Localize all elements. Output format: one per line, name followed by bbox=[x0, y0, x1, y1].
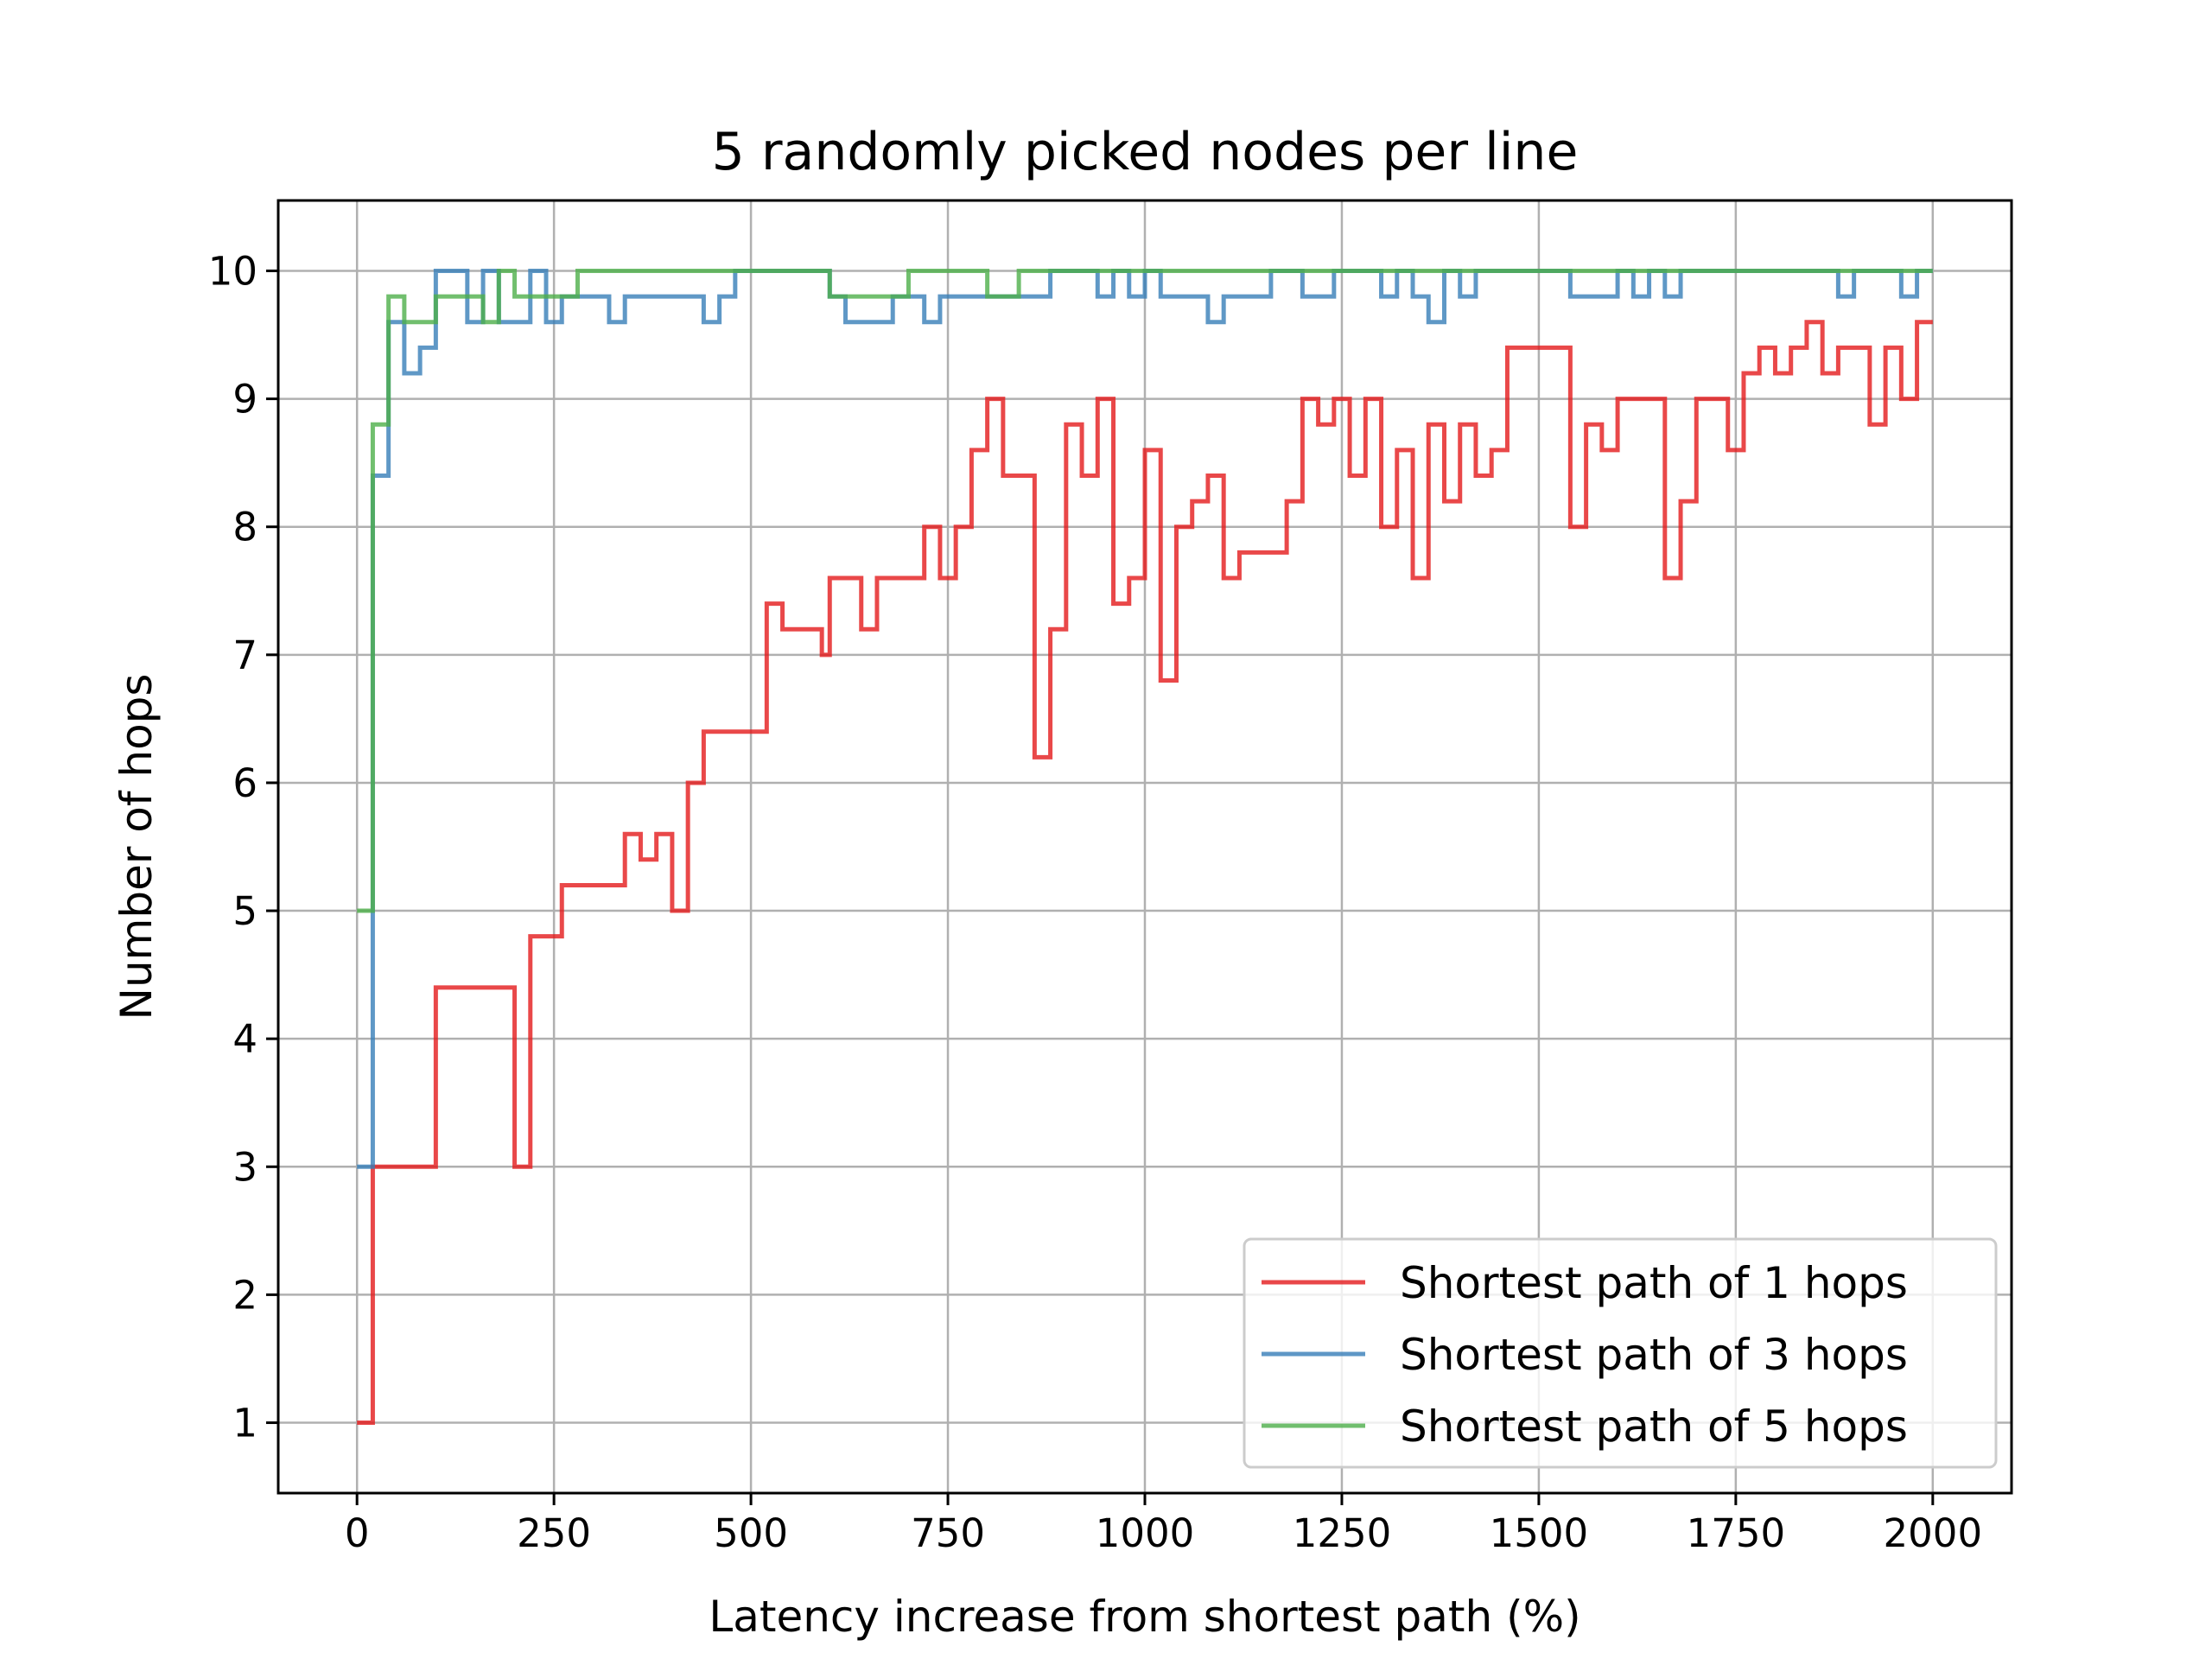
y-tick-label: 10 bbox=[208, 248, 257, 294]
legend-label: Shortest path of 5 hops bbox=[1400, 1402, 1908, 1452]
y-axis-title: Number of hops bbox=[111, 674, 162, 1020]
y-tick-label: 2 bbox=[232, 1272, 257, 1318]
x-tick-label: 1000 bbox=[1096, 1510, 1195, 1556]
series-lines bbox=[357, 268, 1933, 1426]
x-tick-label: 1750 bbox=[1687, 1510, 1786, 1556]
axis-ticks: 0 250 500 750 1000 1250 1500 1750 2000 1 2 3 4 5 6 7 8 9 1… bbox=[208, 248, 1982, 1556]
series-line-3 bbox=[357, 268, 1933, 913]
x-tick-label: 250 bbox=[517, 1510, 591, 1556]
legend-label: Shortest path of 3 hops bbox=[1400, 1330, 1908, 1380]
y-tick-label: 3 bbox=[232, 1144, 257, 1190]
x-tick-label: 750 bbox=[911, 1510, 985, 1556]
y-tick-label: 5 bbox=[232, 888, 257, 934]
x-tick-label: 500 bbox=[714, 1510, 788, 1556]
y-tick-label: 1 bbox=[232, 1401, 257, 1446]
x-tick-label: 1250 bbox=[1293, 1510, 1392, 1556]
x-tick-label: 1500 bbox=[1490, 1510, 1589, 1556]
legend-box bbox=[1243, 1237, 1998, 1469]
x-tick-label: 0 bbox=[345, 1510, 370, 1556]
series-line-1 bbox=[357, 320, 1933, 1426]
y-tick-label: 9 bbox=[232, 377, 257, 423]
y-tick-label: 7 bbox=[232, 632, 257, 678]
legend: Shortest path of 1 hops Shortest path of … bbox=[1243, 1237, 1998, 1469]
x-axis-title: Latency increase from shortest path (%) bbox=[709, 1592, 1580, 1642]
y-tick-label: 8 bbox=[232, 505, 257, 550]
chart-title: 5 randomly picked nodes per line bbox=[712, 122, 1579, 182]
y-tick-label: 4 bbox=[232, 1016, 257, 1062]
y-tick-label: 6 bbox=[232, 760, 257, 806]
x-tick-label: 2000 bbox=[1884, 1510, 1983, 1556]
legend-label: Shortest path of 1 hops bbox=[1400, 1258, 1908, 1308]
